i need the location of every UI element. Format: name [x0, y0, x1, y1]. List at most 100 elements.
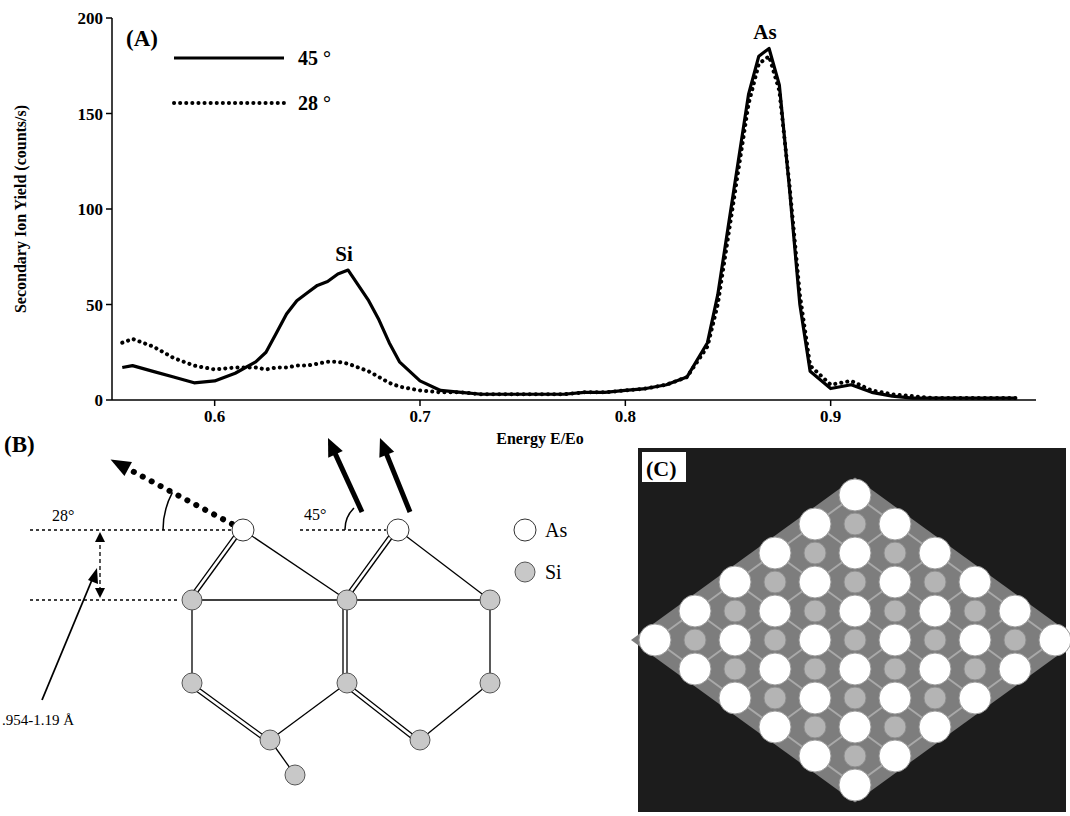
y-tick	[106, 399, 112, 401]
annotation: As	[753, 20, 776, 44]
x-tick	[214, 400, 216, 406]
si-atom	[285, 765, 305, 785]
as-atom	[879, 624, 911, 656]
bond	[342, 600, 343, 683]
si-atom	[480, 590, 500, 610]
bond	[345, 686, 418, 743]
as-atom	[959, 682, 991, 714]
si-atom	[884, 716, 906, 738]
arrow-head	[88, 568, 98, 584]
as-atom	[839, 537, 871, 569]
x-tick	[625, 400, 627, 406]
si-atom	[337, 590, 357, 610]
legend-swatch	[174, 56, 284, 59]
axes: 0501001502000.60.70.80.9Energy E/EoSecon…	[12, 9, 1036, 448]
bond	[344, 528, 395, 598]
angle-label: 28°	[52, 507, 74, 524]
si-atom	[480, 673, 500, 693]
si-atom	[964, 658, 986, 680]
as-atom	[387, 519, 409, 541]
si-atom	[182, 590, 202, 610]
si-atom	[764, 571, 786, 593]
legend-swatch	[174, 101, 284, 105]
as-atom	[799, 624, 831, 656]
bond	[489, 600, 490, 683]
as-atom	[919, 711, 951, 743]
as-atom	[959, 624, 991, 656]
legend-swatch	[514, 519, 536, 541]
as-atom	[879, 682, 911, 714]
y-tick	[106, 113, 112, 115]
legend-label: 45 °	[298, 47, 331, 69]
si-atom	[884, 600, 906, 622]
as-atom	[799, 682, 831, 714]
bond	[192, 599, 347, 600]
pointer	[42, 575, 94, 700]
bond	[191, 600, 192, 683]
exit-path	[333, 449, 362, 512]
spacing-label: .954-1.19 Å	[2, 712, 74, 728]
si-atom	[804, 658, 826, 680]
si-atom	[1004, 629, 1026, 651]
si-atom	[724, 658, 746, 680]
si-atom	[844, 629, 866, 651]
si-atom	[924, 571, 946, 593]
as-atom	[759, 711, 791, 743]
si-atom	[844, 513, 866, 535]
x-tick	[830, 400, 832, 406]
diagram: (B).954-1.19 Å28°45°AsSi	[2, 432, 567, 785]
as-atom	[759, 537, 791, 569]
figure: 0501001502000.60.70.80.9Energy E/EoSecon…	[0, 0, 1070, 816]
as-atom	[679, 595, 711, 627]
as-atom	[919, 595, 951, 627]
si-atom	[844, 571, 866, 593]
as-atom	[719, 682, 751, 714]
si-atom	[804, 600, 826, 622]
as-atom	[839, 769, 871, 801]
y-tick	[106, 208, 112, 210]
bond	[192, 683, 270, 740]
arrow-head	[95, 532, 105, 542]
y-tick-label: 150	[78, 105, 104, 124]
as-atom	[719, 566, 751, 598]
as-atom	[839, 653, 871, 685]
exit-path	[385, 449, 410, 512]
y-tick-label: 0	[95, 391, 104, 410]
bond	[189, 528, 240, 598]
bond	[346, 600, 347, 683]
si-atom	[724, 600, 746, 622]
si-atom	[182, 673, 202, 693]
as-atom	[839, 479, 871, 511]
rendering: (C)	[631, 448, 1070, 812]
si-atom	[884, 658, 906, 680]
y-tick-label: 200	[78, 9, 104, 28]
si-atom	[884, 542, 906, 564]
arrow-head	[328, 438, 343, 458]
as-atom	[879, 508, 911, 540]
panel-label: (C)	[646, 456, 677, 481]
si-atom	[764, 629, 786, 651]
si-atom	[804, 542, 826, 564]
bond	[270, 683, 347, 740]
x-axis-title: Energy E/Eo	[496, 430, 584, 448]
x-tick-label: 0.9	[820, 407, 841, 426]
si-atom	[337, 673, 357, 693]
bond	[347, 530, 398, 600]
x-tick-label: 0.8	[615, 407, 636, 426]
series-line	[122, 49, 1015, 399]
arrow-head	[111, 460, 132, 476]
legend-swatch	[515, 562, 535, 582]
si-atom	[924, 687, 946, 709]
legend-label: 28 °	[298, 92, 331, 114]
bond	[192, 530, 243, 600]
as-atom	[639, 624, 671, 656]
as-atom	[799, 508, 831, 540]
si-atom	[764, 687, 786, 709]
as-atom	[999, 653, 1031, 685]
as-atom	[919, 653, 951, 685]
surface-line	[300, 529, 386, 531]
as-atom	[839, 711, 871, 743]
as-atom	[679, 653, 711, 685]
bond	[347, 683, 420, 740]
bond	[190, 686, 268, 743]
